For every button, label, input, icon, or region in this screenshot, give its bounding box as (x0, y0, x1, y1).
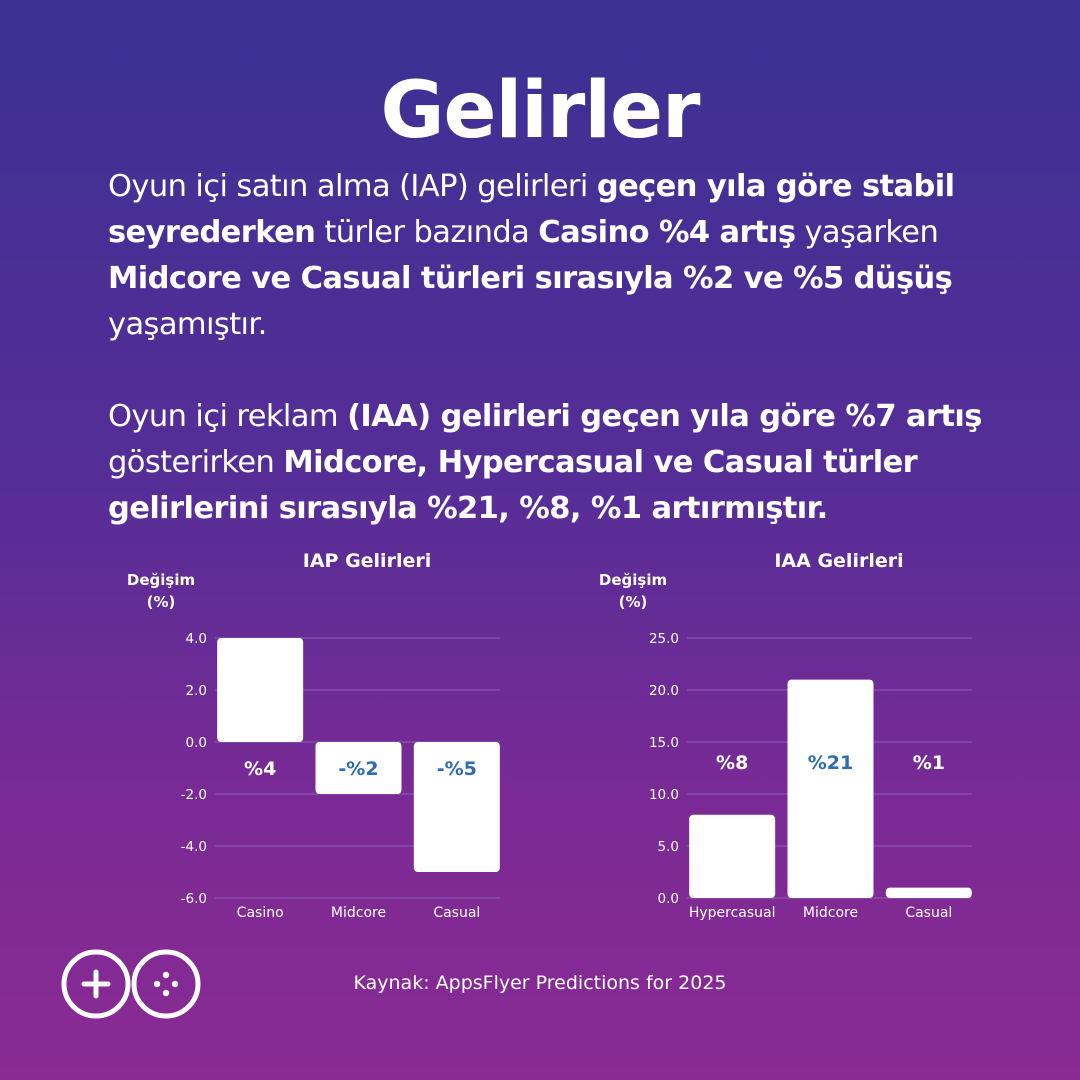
bar-midcore (787, 679, 874, 898)
y-tick-label: 10.0 (649, 787, 679, 803)
bar-hypercasual (689, 814, 776, 898)
y-tick-label: -4.0 (181, 839, 207, 855)
iaa-bar-chart: IAA Gelirleri Değişim (%) 25.0 20.0 15.0 10.0 5… (599, 550, 972, 921)
intro-paragraph-iap: Oyun içi satın alma (IAP) gelirleri geçe… (108, 164, 988, 348)
y-axis-label: (%) (619, 593, 648, 611)
paragraph-bold-text: (IAA) gelirleri geçen yıla göre %7 artış (347, 399, 982, 434)
paragraph-bold-text: Casino %4 artış (538, 215, 796, 250)
chart-title: IAA Gelirleri (774, 550, 903, 572)
data-label: -%2 (338, 758, 378, 780)
paragraph-text: gösterirken (108, 445, 284, 480)
x-tick-label: Midcore (803, 905, 858, 921)
y-tick-label: 2.0 (186, 683, 207, 699)
y-axis-label: Değişim (599, 571, 667, 589)
y-axis-label: Değişim (127, 571, 195, 589)
y-tick-label: 0.0 (658, 891, 679, 907)
y-tick-label: -2.0 (181, 787, 207, 803)
bar-midcore (315, 742, 402, 794)
go-logo-icon (61, 949, 201, 1019)
y-tick-label: 25.0 (649, 631, 679, 647)
paragraph-text: Oyun içi reklam (108, 399, 348, 434)
x-tick-label: Midcore (331, 905, 386, 921)
data-label: -%5 (437, 758, 477, 780)
bar-casino (217, 638, 304, 742)
y-tick-label: 20.0 (649, 683, 679, 699)
source-note: Kaynak: AppsFlyer Predictions for 2025 (353, 972, 727, 994)
y-tick-label: -6.0 (181, 891, 207, 907)
bar-casual (413, 742, 500, 872)
paragraph-text: yaşamıştır. (108, 307, 267, 342)
iap-bar-chart: IAP Gelirleri Değişim (%) 4.0 2.0 0.0 -2.0 -4.0… (127, 550, 500, 921)
y-tick-label: 4.0 (186, 631, 207, 647)
paragraph-text: yaşarken (795, 215, 939, 250)
bar-casual (885, 887, 972, 898)
x-tick-label: Casino (237, 905, 284, 921)
data-label: %8 (716, 752, 748, 774)
paragraph-bold-text: Midcore ve Casual türleri sırasıyla %2 v… (108, 261, 953, 296)
y-tick-label: 15.0 (649, 735, 679, 751)
paragraph-bold-text: Midcore, Hypercasual ve Casual türler ge… (108, 445, 918, 526)
paragraph-bold-text: geçen yıla göre stabil seyrederken (108, 169, 955, 250)
data-label: %4 (244, 758, 276, 780)
paragraph-text: Oyun içi satın alma (IAP) gelirleri (108, 169, 597, 204)
x-tick-label: Casual (905, 905, 952, 921)
intro-paragraph-iaa: Oyun içi reklam (IAA) gelirleri geçen yı… (108, 394, 988, 532)
y-tick-label: 0.0 (186, 735, 207, 751)
data-label: %21 (808, 752, 853, 774)
paragraph-text: türler bazında (315, 215, 539, 250)
y-axis-label: (%) (147, 593, 176, 611)
x-tick-label: Casual (433, 905, 480, 921)
x-tick-label: Hypercasual (689, 905, 776, 921)
data-label: %1 (913, 752, 945, 774)
y-tick-label: 5.0 (658, 839, 679, 855)
page-title: Gelirler (380, 66, 701, 156)
chart-title: IAP Gelirleri (303, 550, 431, 572)
